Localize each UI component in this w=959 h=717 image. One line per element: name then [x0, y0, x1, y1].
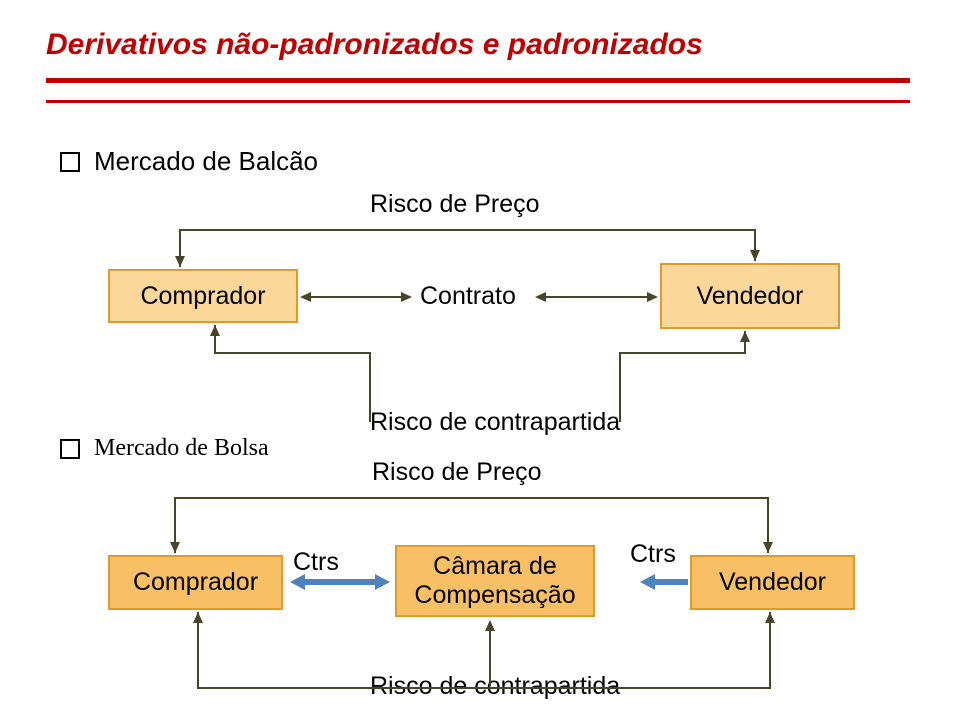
bullet-label: Mercado de Balcão: [94, 146, 318, 177]
box-comprador-balcao: Comprador: [108, 269, 298, 323]
bullet-label: Mercado de Bolsa: [94, 435, 269, 462]
label-risco-contrapartida-2: Risco de contrapartida: [370, 672, 620, 701]
bullet-mercado-bolsa: Mercado de Bolsa: [60, 435, 269, 462]
bullet-square-icon: [60, 439, 80, 459]
label-contrato: Contrato: [420, 282, 516, 311]
box-comprador-bolsa: Comprador: [108, 555, 283, 610]
title-divider: [46, 78, 910, 103]
box-vendedor-balcao: Vendedor: [660, 263, 840, 329]
label-risco-preco-2: Risco de Preço: [372, 458, 542, 487]
label-risco-contrapartida-1: Risco de contrapartida: [370, 408, 620, 437]
bullet-square-icon: [60, 152, 80, 172]
label-ctrs-left: Ctrs: [293, 548, 339, 577]
label-ctrs-right: Ctrs: [630, 540, 676, 569]
label-risco-preco-1: Risco de Preço: [370, 190, 540, 219]
box-camara-compensacao: Câmara de Compensação: [395, 545, 595, 617]
box-vendedor-bolsa: Vendedor: [690, 555, 855, 610]
page-title: Derivativos não-padronizados e padroniza…: [46, 28, 703, 62]
bullet-mercado-balcao: Mercado de Balcão: [60, 146, 318, 177]
